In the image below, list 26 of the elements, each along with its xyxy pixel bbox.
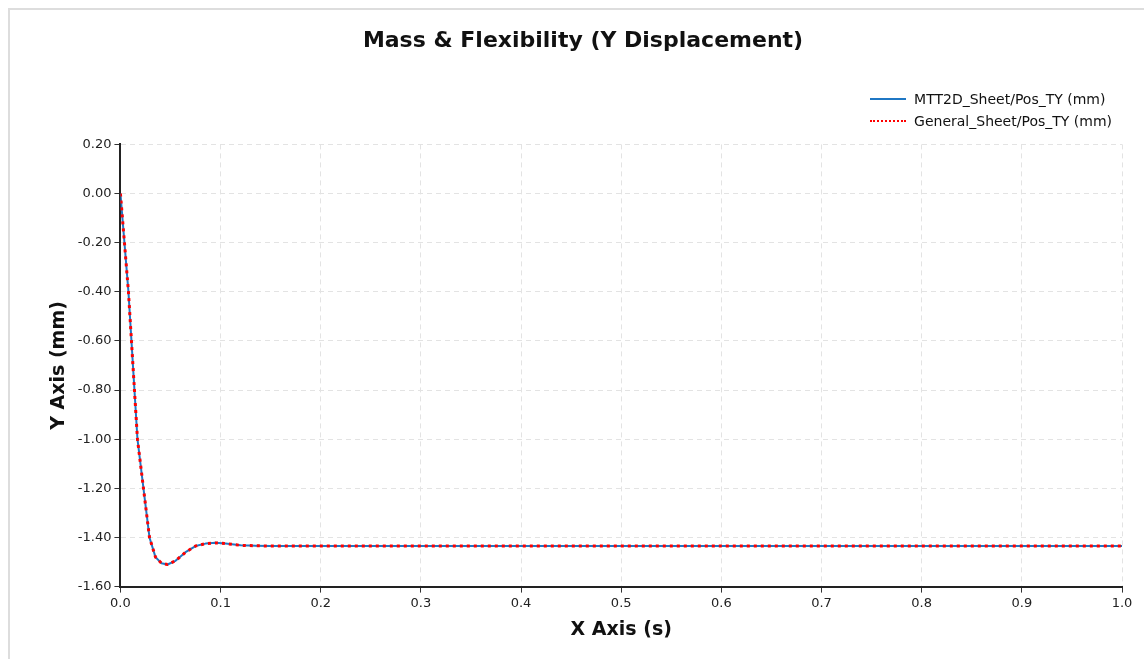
x-tick-label: 0.0 — [110, 594, 131, 610]
x-tick-label: 0.1 — [210, 594, 231, 610]
y-tick-label: -0.80 — [77, 381, 112, 397]
y-axis-title: Y Axis (mm) — [46, 301, 69, 431]
legend-label: MTT2D_Sheet/Pos_TY (mm) — [914, 91, 1106, 107]
x-tick-label: 1.0 — [1111, 594, 1133, 610]
y-tick-label: -0.20 — [77, 234, 112, 250]
y-tick-label: -1.00 — [77, 430, 112, 446]
y-tick-label: -0.40 — [77, 283, 112, 299]
x-axis-title: X Axis (s) — [570, 616, 672, 639]
y-tick-label: 0.00 — [82, 184, 112, 200]
y-tick-label: 0.20 — [82, 135, 112, 151]
chart-title: Mass & Flexibility (Y Displacement) — [362, 26, 804, 52]
legend-label: General_Sheet/Pos_TY (mm) — [914, 113, 1112, 129]
y-tick-label: -1.40 — [77, 528, 112, 544]
x-tick-label: 0.4 — [510, 594, 532, 610]
x-tick-label: 0.7 — [811, 594, 832, 610]
y-tick-label: -0.60 — [77, 332, 112, 348]
x-tick-label: 0.6 — [711, 594, 732, 610]
x-tick-label: 0.2 — [310, 594, 332, 610]
x-tick-label: 0.5 — [610, 594, 632, 610]
y-tick-label: -1.60 — [77, 577, 112, 593]
x-tick-label: 0.3 — [410, 594, 432, 610]
y-tick-label: -1.20 — [77, 479, 112, 495]
x-tick-label: 0.8 — [911, 594, 933, 610]
x-tick-label: 0.9 — [1011, 594, 1033, 610]
